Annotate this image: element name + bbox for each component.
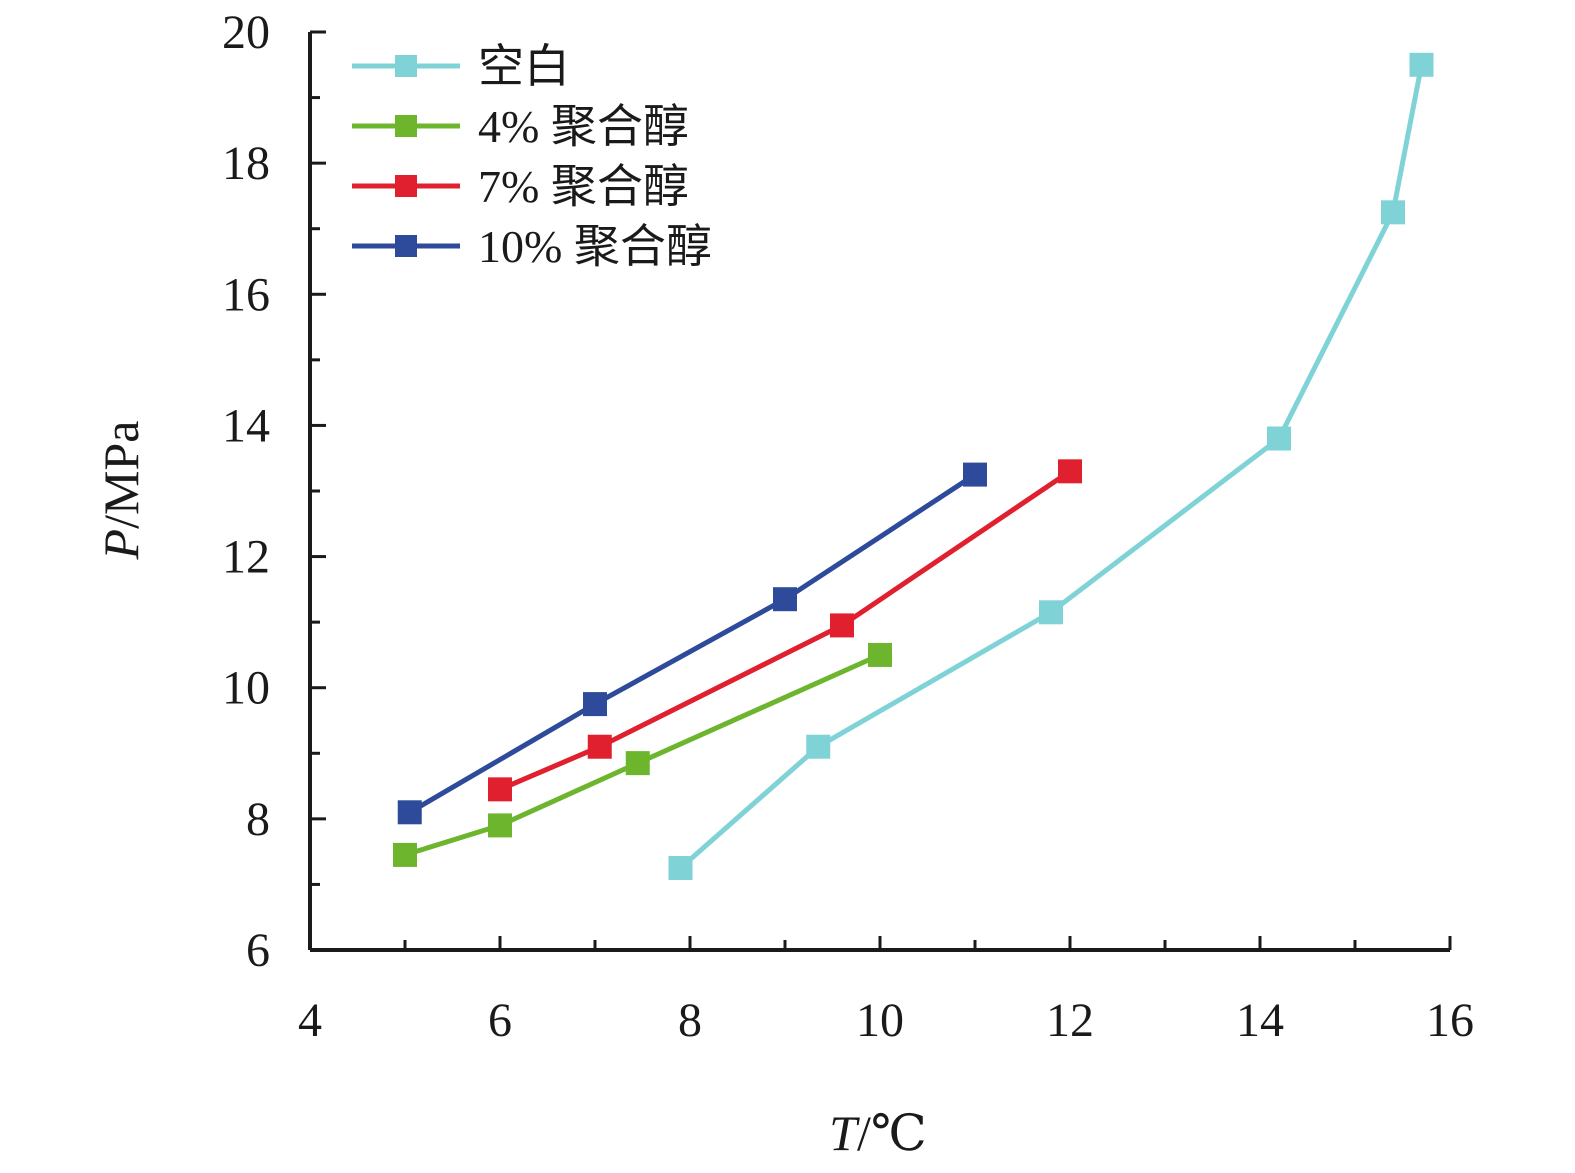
data-point <box>668 856 693 881</box>
series-2 <box>488 459 1082 802</box>
legend-label: 10% 聚合醇 <box>478 221 712 272</box>
legend-label: 4% 聚合醇 <box>478 101 689 152</box>
data-point <box>488 777 512 802</box>
data-point <box>868 642 892 667</box>
legend: 空白 4% 聚合醇 7% 聚合醇 10% 聚合醇 <box>352 41 712 272</box>
x-axis-title: T/℃ <box>829 1105 927 1161</box>
series-layer <box>393 52 1434 881</box>
x-tick-label: 8 <box>678 994 702 1047</box>
y-tick-label: 18 <box>222 137 270 190</box>
data-point <box>830 613 854 638</box>
x-tick-label: 16 <box>1426 994 1474 1047</box>
series-1 <box>393 642 892 867</box>
legend-label: 7% 聚合醇 <box>478 161 689 212</box>
data-point <box>393 842 417 867</box>
x-tick-label: 4 <box>298 994 322 1047</box>
legend-item: 7% 聚合醇 <box>352 161 689 212</box>
data-point <box>773 587 797 612</box>
y-axis-unit: /MPa <box>93 421 149 529</box>
data-point <box>963 462 987 487</box>
legend-item: 4% 聚合醇 <box>352 101 689 152</box>
series-line <box>404 652 882 858</box>
legend-marker <box>395 235 417 257</box>
data-point <box>587 734 612 759</box>
x-axis-var: T <box>829 1105 860 1161</box>
series-line <box>408 472 977 815</box>
x-axis-unit: /℃ <box>857 1105 927 1161</box>
y-ticks: 6 8 10 12 14 16 18 20 <box>222 6 326 977</box>
series-line <box>678 64 1424 870</box>
x-tick-label: 12 <box>1046 994 1094 1047</box>
series-0 <box>668 52 1434 881</box>
legend-marker <box>395 55 417 77</box>
y-tick-label: 10 <box>222 662 270 715</box>
data-point <box>1409 52 1434 77</box>
data-point <box>397 800 422 825</box>
y-tick-label: 16 <box>222 268 270 321</box>
y-tick-label: 12 <box>222 531 270 584</box>
data-point <box>625 751 650 776</box>
legend-marker <box>395 115 417 137</box>
series-3 <box>397 462 987 825</box>
data-point <box>806 734 831 759</box>
y-tick-label: 6 <box>246 924 270 977</box>
y-tick-label: 8 <box>246 793 270 846</box>
legend-marker <box>395 175 417 197</box>
x-ticks: 4 6 8 10 12 14 16 <box>298 936 1474 1047</box>
data-point <box>583 692 607 717</box>
y-tick-label: 20 <box>222 6 270 59</box>
legend-item: 10% 聚合醇 <box>352 221 712 272</box>
data-point <box>1267 426 1291 451</box>
legend-item: 空白 <box>352 41 570 92</box>
x-tick-label: 6 <box>488 994 512 1047</box>
data-point <box>1039 600 1063 625</box>
legend-label: 空白 <box>478 41 570 92</box>
data-point <box>488 813 512 838</box>
x-tick-label: 10 <box>856 994 904 1047</box>
x-tick-label: 14 <box>1236 994 1284 1047</box>
data-point <box>1058 459 1082 484</box>
data-point <box>1381 200 1405 225</box>
y-tick-label: 14 <box>222 399 270 452</box>
series-line <box>499 469 1072 792</box>
y-axis-title: P/MPa <box>93 421 149 561</box>
y-axis-var: P <box>93 529 149 561</box>
